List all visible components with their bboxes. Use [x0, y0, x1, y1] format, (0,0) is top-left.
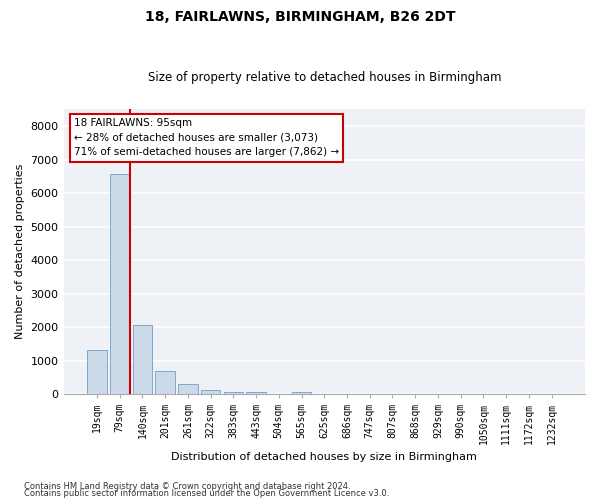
X-axis label: Distribution of detached houses by size in Birmingham: Distribution of detached houses by size …	[172, 452, 477, 462]
Bar	[292, 392, 311, 394]
Text: 18 FAIRLAWNS: 95sqm
← 28% of detached houses are smaller (3,073)
71% of semi-det: 18 FAIRLAWNS: 95sqm ← 28% of detached ho…	[74, 118, 339, 158]
Bar	[110, 174, 130, 394]
Text: Contains HM Land Registry data © Crown copyright and database right 2024.: Contains HM Land Registry data © Crown c…	[24, 482, 350, 491]
Bar	[155, 371, 175, 394]
Bar	[201, 390, 220, 394]
Bar	[178, 384, 197, 394]
Y-axis label: Number of detached properties: Number of detached properties	[15, 164, 25, 340]
Bar	[247, 392, 266, 394]
Bar	[224, 392, 243, 394]
Title: Size of property relative to detached houses in Birmingham: Size of property relative to detached ho…	[148, 72, 501, 85]
Text: 18, FAIRLAWNS, BIRMINGHAM, B26 2DT: 18, FAIRLAWNS, BIRMINGHAM, B26 2DT	[145, 10, 455, 24]
Bar	[87, 350, 107, 394]
Text: Contains public sector information licensed under the Open Government Licence v3: Contains public sector information licen…	[24, 490, 389, 498]
Bar	[133, 325, 152, 394]
